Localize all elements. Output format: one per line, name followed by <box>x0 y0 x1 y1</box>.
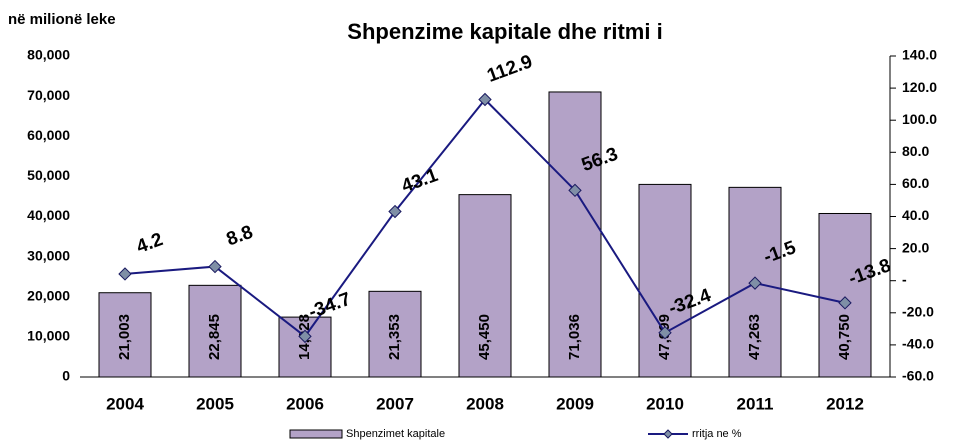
legend-label: rritja ne % <box>692 428 742 440</box>
y2-tick-label: 40.0 <box>902 207 929 223</box>
x-tick-label: 2005 <box>196 394 234 413</box>
y2-tick-label: -40.0 <box>902 336 934 352</box>
line-marker <box>658 325 672 340</box>
y-tick-label: 40,000 <box>27 207 70 223</box>
line-value-label: 112.9 <box>484 51 535 87</box>
line-marker <box>298 329 312 344</box>
legend-swatch <box>289 429 343 439</box>
y2-tick-label: 20.0 <box>902 239 929 255</box>
chart-title: Shpenzime kapitale dhe ritmi i <box>347 19 662 44</box>
line-marker <box>748 276 762 290</box>
y-tick-label: 80,000 <box>27 47 70 63</box>
bar-value-label: 22,845 <box>206 314 223 360</box>
y2-tick-label: - <box>902 271 907 287</box>
y-axis-label: në milionë leke <box>8 11 116 28</box>
bar-value-label: 21,003 <box>116 314 133 360</box>
line-marker <box>118 267 132 281</box>
y2-tick-label: 80.0 <box>902 143 929 159</box>
line-value-label: 8.8 <box>224 222 256 251</box>
y-tick-label: 30,000 <box>27 247 70 263</box>
bar-value-label: 40,750 <box>836 314 853 360</box>
bar-value-label: 21,353 <box>386 314 403 360</box>
line-marker <box>838 296 852 310</box>
y-tick-label: 70,000 <box>27 87 70 103</box>
y2-tick-label: 60.0 <box>902 175 929 191</box>
x-tick-label: 2009 <box>556 394 594 413</box>
x-tick-label: 2011 <box>737 394 774 413</box>
line-marker <box>568 183 582 198</box>
y2-tick-label: -60.0 <box>902 368 934 384</box>
line-marker <box>208 259 222 274</box>
y2-tick-label: -20.0 <box>902 304 934 320</box>
bar-value-label: 45,450 <box>476 314 493 360</box>
bar <box>548 91 602 378</box>
line-marker <box>478 92 492 107</box>
legend-label: Shpenzimet kapitale <box>346 428 445 440</box>
line-value-label: 43.1 <box>399 165 441 198</box>
x-tick-label: 2006 <box>286 394 324 413</box>
bar <box>98 292 152 378</box>
line-value-label: 4.2 <box>134 229 166 258</box>
bar <box>278 316 332 378</box>
y-tick-label: 50,000 <box>27 167 70 183</box>
bar-value-label: 47,263 <box>746 314 763 360</box>
line-marker <box>388 204 402 219</box>
bar <box>458 194 512 378</box>
x-tick-label: 2010 <box>646 394 684 413</box>
bar-value-label: 71,036 <box>566 314 583 360</box>
x-tick-label: 2004 <box>106 394 144 413</box>
y-tick-label: 60,000 <box>27 127 70 143</box>
legend-marker <box>663 429 673 439</box>
bar <box>368 290 422 378</box>
x-tick-label: 2012 <box>826 394 864 413</box>
x-tick-label: 2008 <box>466 394 504 413</box>
y-tick-label: 10,000 <box>27 328 70 344</box>
y2-tick-label: 140.0 <box>902 47 937 63</box>
bar <box>638 183 692 378</box>
bar <box>818 212 872 378</box>
x-tick-label: 2007 <box>376 394 414 413</box>
y2-tick-label: 100.0 <box>902 111 937 127</box>
y2-tick-label: 120.0 <box>902 79 937 95</box>
y-tick-label: 0 <box>62 368 70 384</box>
bar <box>188 284 242 378</box>
y-tick-label: 20,000 <box>27 287 70 303</box>
